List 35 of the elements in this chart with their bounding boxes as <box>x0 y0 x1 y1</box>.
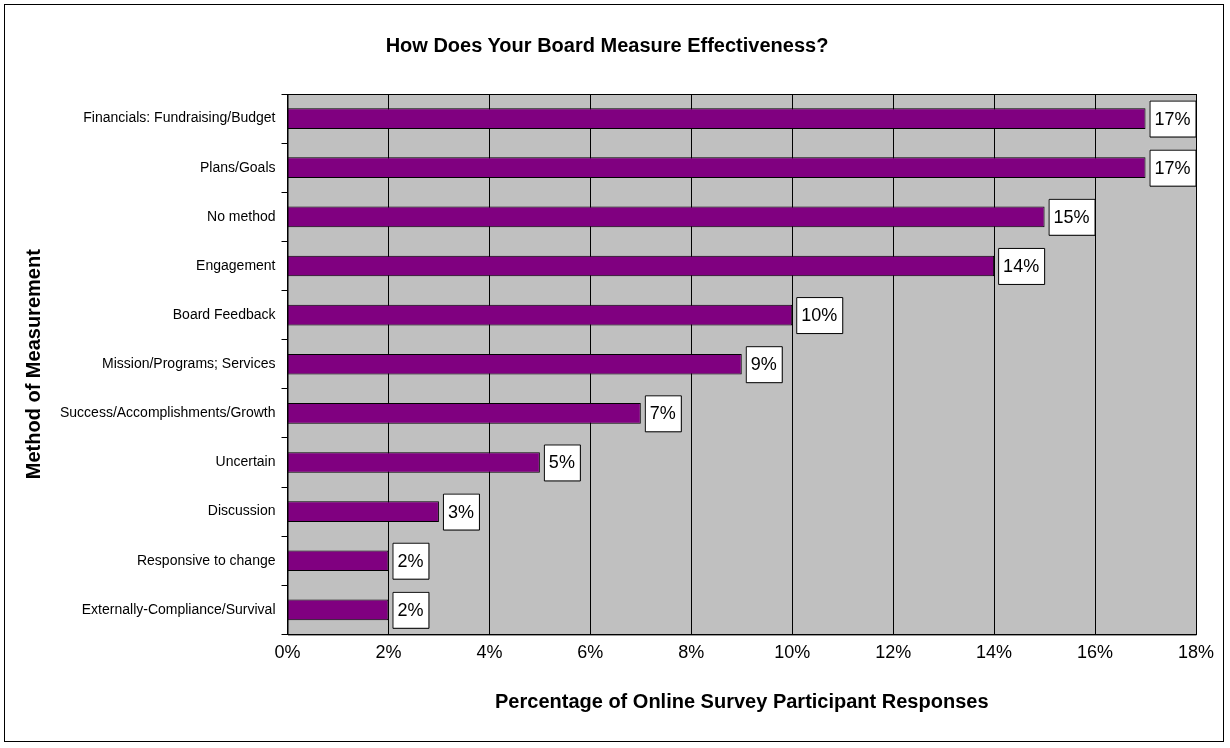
y-tick-label: Mission/Programs; Services <box>102 355 276 372</box>
chart-title: How Does Your Board Measure Effectiveness? <box>385 33 829 56</box>
data-label: 9% <box>750 354 777 375</box>
data-label: 2% <box>397 599 424 620</box>
y-tick-label: Engagement <box>196 256 276 273</box>
x-tick-label: 12% <box>875 642 912 663</box>
x-tick-label: 14% <box>976 642 1013 663</box>
x-tick-label: 2% <box>375 642 402 663</box>
data-label: 7% <box>649 403 676 424</box>
y-tick-label: Externally-Compliance/Survival <box>81 600 276 617</box>
y-tick-label: Board Feedback <box>172 305 277 322</box>
y-tick-label: Discussion <box>207 502 276 519</box>
x-tick-label: 0% <box>274 642 301 663</box>
data-label: 15% <box>1053 206 1090 227</box>
data-label: 5% <box>548 452 575 473</box>
y-tick-label: Financials: Fundraising/Budget <box>83 109 276 126</box>
y-tick-label: Responsive to change <box>136 551 276 568</box>
x-tick-label: 8% <box>678 642 705 663</box>
x-axis-title: Percentage of Online Survey Participant Responses <box>495 689 989 712</box>
x-tick-label: 6% <box>577 642 604 663</box>
y-tick-label: Success/Accomplishments/Growth <box>59 404 276 421</box>
x-tick-label: 16% <box>1077 642 1114 663</box>
data-label: 17% <box>1154 108 1191 129</box>
y-axis-title: Method of Measurement <box>21 248 44 480</box>
x-tick-label: 10% <box>774 642 811 663</box>
data-label: 17% <box>1154 157 1191 178</box>
data-label: 10% <box>801 305 838 326</box>
x-tick-label: 18% <box>1177 642 1215 663</box>
data-label: 3% <box>447 501 474 522</box>
data-label: 2% <box>397 550 424 571</box>
y-tick-label: No method <box>207 207 276 224</box>
y-tick-label: Plans/Goals <box>200 158 276 175</box>
y-tick-label: Uncertain <box>215 453 276 470</box>
x-tick-label: 4% <box>476 642 503 663</box>
data-label: 14% <box>1003 255 1040 276</box>
